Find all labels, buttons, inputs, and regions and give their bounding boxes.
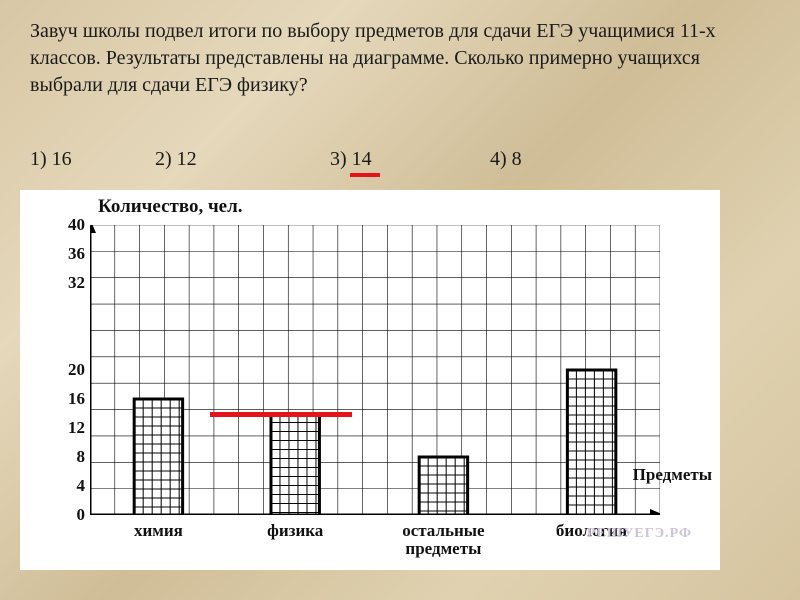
y-tick-column: 048121620323640 (45, 225, 85, 515)
answer-option: 1) 16 (30, 148, 155, 171)
y-tick: 36 (45, 244, 85, 264)
y-axis-title: Количество, чел. (98, 196, 243, 218)
y-tick: 8 (45, 447, 85, 467)
y-tick: 4 (45, 476, 85, 496)
chart-inner: Количество, чел. 0 4 8 12 16 20 32 36 40 Предмет… (20, 190, 720, 570)
y-tick: 16 (45, 389, 85, 409)
page-root: Завуч школы подвел итоги по выбору предм… (0, 0, 800, 600)
y-tick: 12 (45, 418, 85, 438)
bar (419, 457, 467, 515)
x-axis-title: Предметы (633, 465, 712, 485)
plot-area (90, 225, 660, 515)
question-text: Завуч школы подвел итоги по выбору предм… (30, 18, 770, 99)
y-tick: 40 (45, 215, 85, 235)
answer-option: 3) 14 (330, 148, 490, 171)
x-tick-row: химияфизикаостальные предметыбиология (90, 522, 660, 567)
answer-option: 4) 8 (490, 148, 570, 171)
answer-underline (350, 173, 380, 177)
answer-option: 2) 12 (155, 148, 330, 171)
bar (134, 399, 182, 515)
watermark: РЕШУЕГЭ.РФ (587, 526, 692, 542)
chart-svg (90, 225, 660, 515)
x-tick: химия (134, 522, 183, 540)
y-tick: 20 (45, 360, 85, 380)
answer-row: 1) 16 2) 12 3) 14 4) 8 (30, 148, 570, 171)
chart-container: Количество, чел. 0 4 8 12 16 20 32 36 40 Предмет… (20, 190, 720, 570)
y-tick: 0 (45, 505, 85, 525)
x-tick: физика (267, 522, 323, 540)
bar (567, 370, 615, 515)
bars (134, 370, 616, 515)
x-tick: остальные предметы (402, 522, 484, 558)
bar (271, 414, 319, 516)
y-tick: 32 (45, 273, 85, 293)
red-highlight-line (210, 412, 353, 417)
